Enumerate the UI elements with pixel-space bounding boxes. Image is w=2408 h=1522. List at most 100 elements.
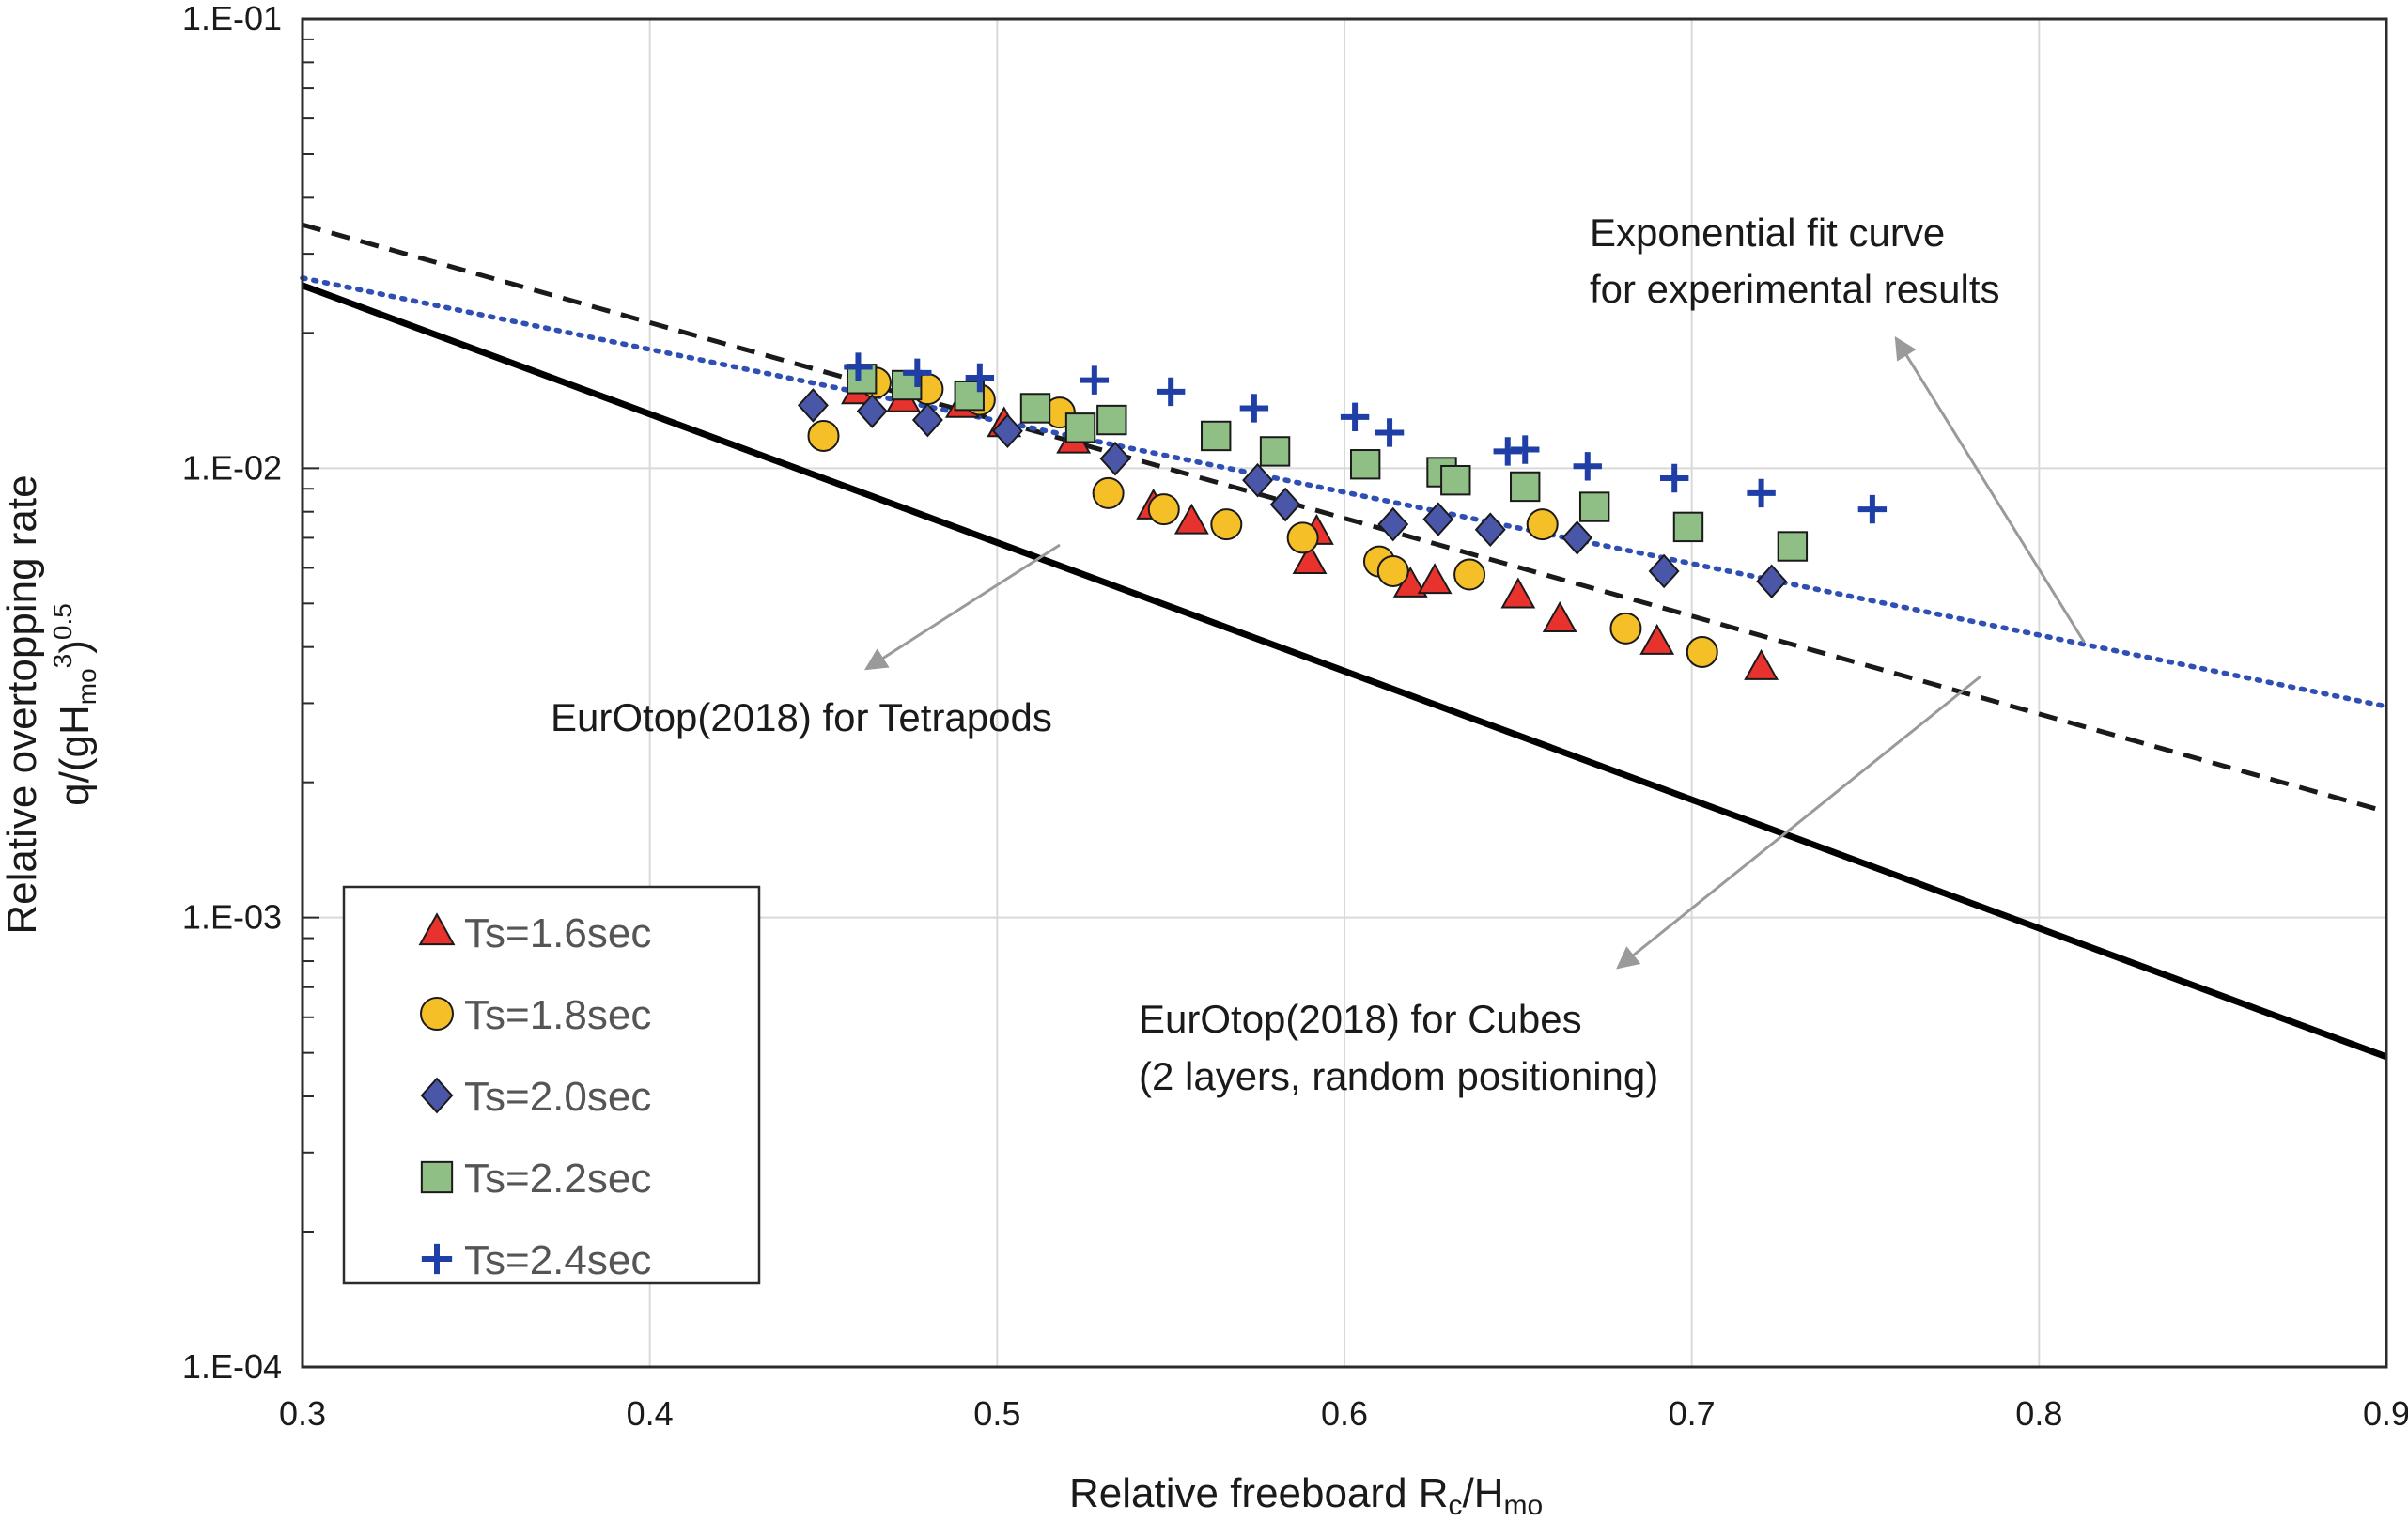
plot-frame	[301, 17, 2388, 1369]
data-point-circle	[1210, 508, 1243, 541]
x-axis-title: Relative freeboard Rc/Hmo	[1069, 1470, 1543, 1521]
legend-marker-circle	[420, 997, 454, 1031]
legend-items: Ts=1.6sec Ts=1.8sec Ts=2.0sec Ts=2.2sec Ts=2…	[418, 910, 651, 1283]
data-point-circle	[807, 419, 840, 452]
annotation-tetrapods: EurOtop(2018) for Tetrapods	[551, 695, 1052, 739]
data-point-square	[1672, 511, 1704, 543]
data-point-diamond	[1099, 441, 1131, 476]
data-point-circle	[1147, 493, 1180, 526]
data-point-circle	[1526, 508, 1559, 541]
legend-label: Ts=2.2sec	[464, 1156, 651, 1202]
data-point-triangle	[1639, 623, 1675, 655]
data-point-diamond	[856, 394, 888, 428]
data-point-plus	[1747, 478, 1776, 508]
data-point-plus	[1659, 463, 1689, 493]
series-diamond	[797, 388, 1788, 599]
legend: Ts=1.6sec Ts=1.8sec Ts=2.0sec Ts=2.2sec Ts=2…	[342, 885, 761, 1285]
data-point-square	[1019, 393, 1051, 424]
data-point-circle	[1376, 554, 1409, 587]
data-point-diamond	[1648, 553, 1680, 589]
data-point-plus	[1080, 365, 1110, 395]
legend-marker-square	[420, 1160, 454, 1194]
data-point-triangle	[1500, 577, 1536, 609]
y-tick-label: 1.E-02	[182, 448, 282, 487]
data-point-diamond	[1422, 502, 1454, 536]
data-point-square	[1510, 471, 1541, 503]
legend-label: Ts=2.4sec	[464, 1237, 651, 1283]
y-tick-labels: 1.E-04 1.E-03 1.E-02 1.E-01	[182, 0, 282, 1386]
data-point-square	[1578, 491, 1610, 522]
data-point-triangle	[1542, 600, 1577, 632]
data-point-triangle	[1173, 503, 1209, 535]
y-axis-title: Relative overtopping rate q/(gHmo3)0.5	[0, 474, 101, 934]
data-point-plus	[1340, 402, 1370, 432]
data-point-circle	[1453, 558, 1486, 591]
annotation-fit-line2: for experimental results	[1590, 267, 2000, 311]
x-tick-label: 0.4	[627, 1394, 674, 1433]
arrow-fit-curve	[1894, 335, 2086, 644]
x-tick-label: 0.9	[2363, 1394, 2408, 1433]
minor-tick-marks	[303, 38, 319, 1368]
x-tick-label: 0.6	[1321, 1394, 1368, 1433]
data-point-diamond	[797, 388, 829, 423]
x-tick-label: 0.3	[279, 1394, 326, 1433]
data-point-triangle	[1417, 563, 1453, 595]
y-tick-label: 1.E-03	[182, 898, 282, 937]
data-point-triangle	[1744, 648, 1779, 680]
data-point-diamond	[1242, 462, 1274, 498]
line-dashed	[302, 222, 2387, 815]
y-tick-label: 1.E-04	[182, 1347, 282, 1386]
x-tick-label: 0.7	[1669, 1394, 1716, 1433]
data-point-plus	[1573, 452, 1602, 481]
data-point-plus	[903, 358, 932, 388]
data-point-diamond	[1561, 520, 1593, 555]
arrow-tetrapods	[863, 543, 1061, 671]
data-point-circle	[1609, 612, 1642, 645]
legend-marker-diamond	[420, 1077, 454, 1114]
data-point-diamond	[1474, 512, 1506, 548]
data-point-plus	[1375, 418, 1405, 447]
data-point-plus	[1857, 494, 1888, 524]
data-point-plus	[1511, 435, 1540, 464]
annotation-fit-line1: Exponential fit curve	[1590, 210, 1945, 255]
data-point-diamond	[991, 413, 1023, 449]
data-point-diamond	[1756, 564, 1788, 599]
legend-marker-plus	[421, 1243, 453, 1275]
legend-box	[342, 885, 761, 1285]
annotation-cubes-line1: EurOtop(2018) for Cubes	[1139, 997, 1582, 1041]
data-point-plus	[1156, 377, 1186, 407]
data-point-plus	[1239, 394, 1269, 423]
reference-lines	[300, 222, 2389, 1061]
data-point-square	[1440, 464, 1471, 496]
legend-label: Ts=1.8sec	[464, 992, 651, 1038]
y-axis-title-line1: Relative overtopping rate	[0, 474, 45, 934]
series-plus	[844, 352, 1888, 524]
data-point-square	[1259, 436, 1291, 467]
annotation-cubes-line2: (2 layers, random positioning)	[1139, 1054, 1658, 1098]
y-axis-title-line2: q/(gHmo3)0.5	[48, 603, 101, 806]
legend-label: Ts=1.6sec	[464, 910, 651, 956]
data-point-square	[1349, 449, 1381, 480]
data-point-circle	[1092, 476, 1125, 509]
y-tick-label: 1.E-01	[182, 0, 282, 38]
data-point-diamond	[911, 402, 943, 438]
legend-label: Ts=2.0sec	[464, 1074, 651, 1120]
data-point-square	[1201, 420, 1232, 452]
data-point-circle	[1286, 521, 1319, 554]
arrow-cubes	[1616, 675, 1981, 970]
data-point-plus	[844, 352, 873, 381]
data-point-square	[1064, 412, 1096, 443]
line-dotted	[300, 275, 2389, 709]
data-points	[797, 352, 1888, 680]
data-point-circle	[1686, 635, 1718, 668]
data-point-diamond	[1269, 487, 1301, 522]
legend-marker-triangle	[418, 912, 456, 946]
data-point-diamond	[1377, 506, 1409, 542]
data-point-square	[1096, 404, 1127, 436]
line-solid	[301, 282, 2388, 1061]
x-tick-label: 0.5	[973, 1394, 1020, 1433]
x-tick-label: 0.8	[2015, 1394, 2062, 1433]
data-point-triangle	[1292, 542, 1328, 574]
